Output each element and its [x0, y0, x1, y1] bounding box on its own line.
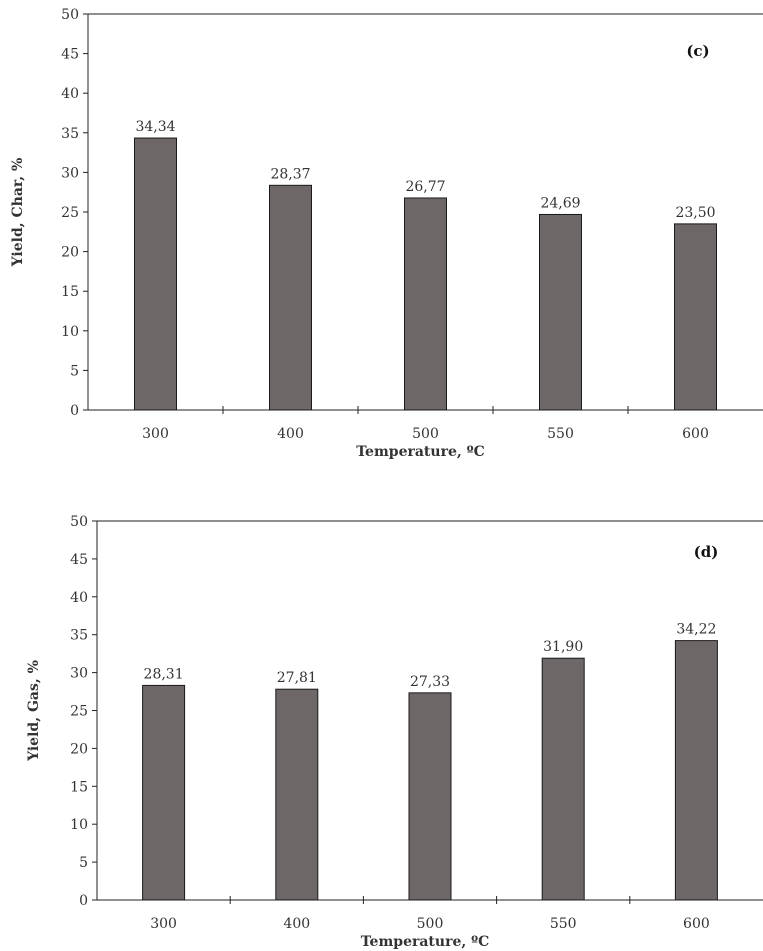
- y-tick-label: 50: [61, 7, 79, 23]
- y-tick-label: 5: [79, 855, 88, 871]
- bar: [134, 137, 177, 411]
- x-tick-label: 550: [547, 426, 574, 442]
- x-tick-label: 600: [683, 916, 710, 932]
- x-tick-label: 600: [682, 426, 709, 442]
- data-label: 34,34: [135, 119, 175, 135]
- y-tick-label: 40: [70, 590, 88, 606]
- y-tick-label: 25: [70, 704, 88, 720]
- data-label: 26,77: [405, 179, 445, 195]
- bar: [404, 197, 447, 411]
- y-tick-label: 45: [70, 552, 88, 568]
- y-tick-label: 30: [70, 666, 88, 682]
- data-label: 28,37: [270, 166, 310, 182]
- bar: [142, 684, 186, 901]
- bar: [674, 223, 717, 411]
- bar: [408, 692, 452, 901]
- panel-label: (d): [694, 543, 719, 561]
- y-tick-label: 20: [61, 245, 79, 261]
- data-label: 28,31: [144, 666, 184, 682]
- data-label: 27,33: [410, 674, 450, 690]
- y-tick-label: 5: [70, 363, 79, 379]
- y-axis-title: Yield, Char, %: [10, 158, 26, 268]
- y-tick-label: 10: [61, 324, 79, 340]
- data-label: 23,50: [675, 205, 715, 221]
- y-tick-label: 15: [70, 779, 88, 795]
- x-tick-label: 300: [142, 426, 169, 442]
- chart-panel-d: 0 5 10 15 20 25 30 35 40 45 50 28,31 300 27,81 400 27,3…: [26, 514, 763, 950]
- bar: [674, 640, 718, 901]
- data-label: 31,90: [543, 639, 583, 655]
- chart-panel-c: 0 5 10 15 20 25 30 35 40 45 50 34,34 300 28,37 400 26,7…: [10, 7, 763, 460]
- y-tick-label: 50: [70, 514, 88, 530]
- y-tick-label: 45: [61, 47, 79, 63]
- data-label: 34,22: [676, 622, 716, 638]
- data-label: 27,81: [277, 670, 317, 686]
- y-tick-label: 15: [61, 284, 79, 300]
- x-tick-label: 500: [417, 916, 444, 932]
- y-tick-label: 25: [61, 205, 79, 221]
- bar: [275, 688, 319, 901]
- x-axis-title: Temperature, ºC: [356, 444, 485, 460]
- y-tick-label: 40: [61, 86, 79, 102]
- y-tick-label: 20: [70, 741, 88, 757]
- panel-label: (c): [686, 42, 709, 60]
- x-tick-label: 550: [550, 916, 577, 932]
- y-tick-label: 0: [79, 893, 88, 909]
- bar: [269, 184, 312, 411]
- x-axis-title: Temperature, ºC: [361, 934, 490, 950]
- y-tick-label: 35: [70, 628, 88, 644]
- y-tick-label: 0: [70, 403, 79, 419]
- x-tick-label: 500: [412, 426, 439, 442]
- y-axis-title: Yield, Gas, %: [26, 660, 42, 762]
- x-tick-label: 300: [150, 916, 177, 932]
- x-tick-label: 400: [283, 916, 310, 932]
- bar: [539, 213, 582, 411]
- x-tick-label: 400: [277, 426, 304, 442]
- y-tick-label: 35: [61, 126, 79, 142]
- bar: [541, 657, 585, 901]
- data-label: 24,69: [540, 195, 580, 211]
- y-tick-label: 10: [70, 817, 88, 833]
- y-tick-label: 30: [61, 165, 79, 181]
